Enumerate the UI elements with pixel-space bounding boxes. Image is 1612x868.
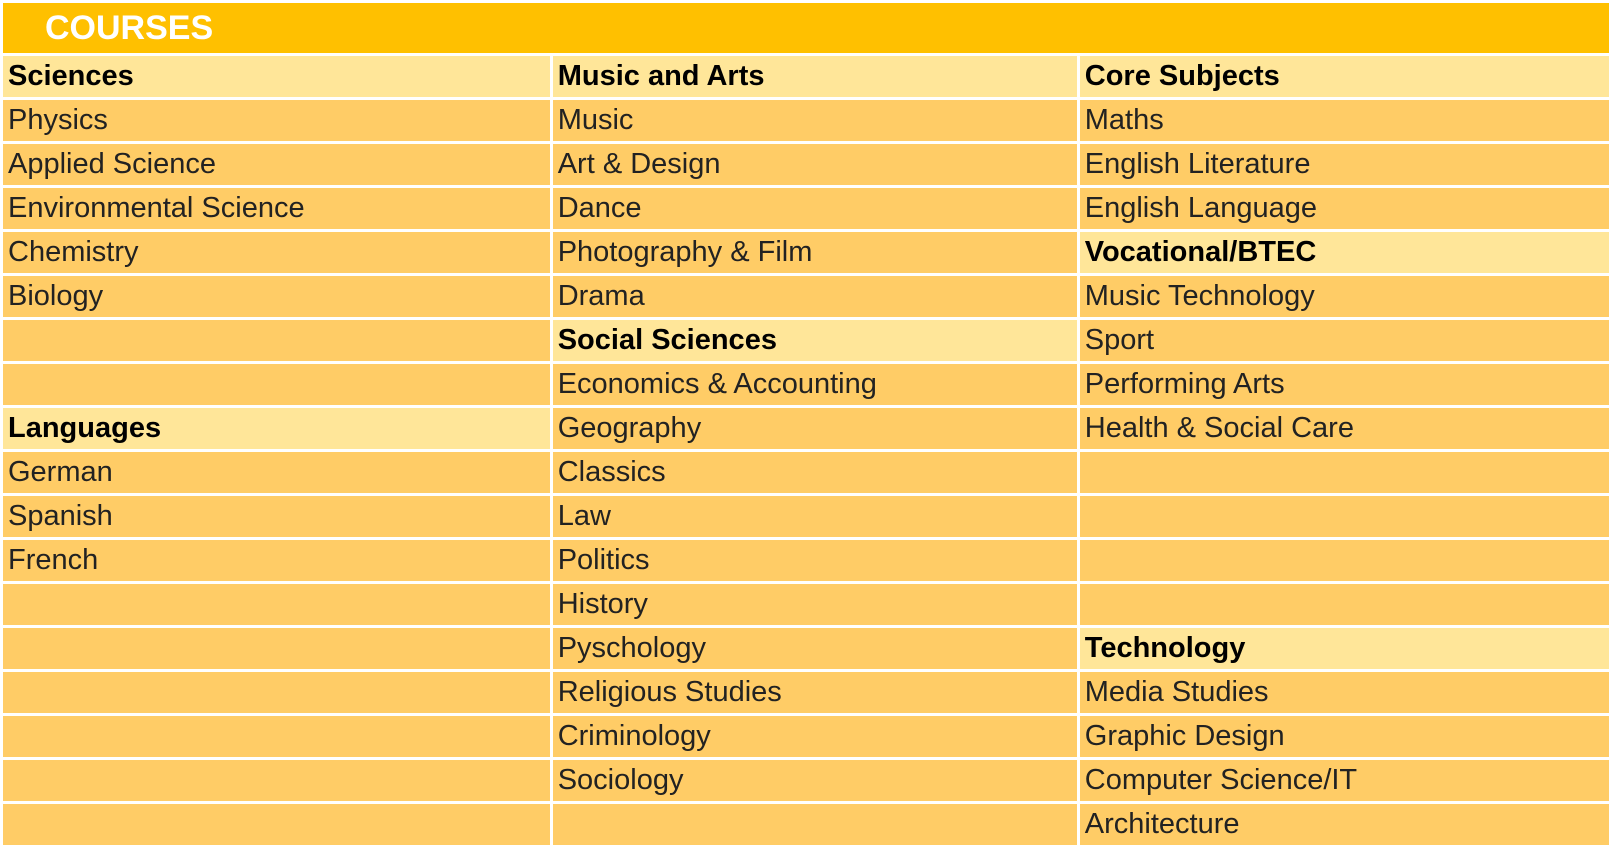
course-cell: Computer Science/IT — [1079, 760, 1609, 801]
course-cell: Sport — [1079, 320, 1609, 361]
course-cell: English Language — [1079, 188, 1609, 229]
table-row: Sociology Computer Science/IT — [3, 760, 1609, 801]
table-row: Sciences Music and Arts Core Subjects — [3, 56, 1609, 97]
course-cell: German — [3, 452, 550, 493]
course-cell: History — [552, 584, 1077, 625]
empty-cell — [1079, 540, 1609, 581]
table-row: Environmental Science Dance English Langua… — [3, 188, 1609, 229]
course-cell: Applied Science — [3, 144, 550, 185]
course-cell: Physics — [3, 100, 550, 141]
course-cell: Geography — [552, 408, 1077, 449]
course-cell: Religious Studies — [552, 672, 1077, 713]
course-cell: Dance — [552, 188, 1077, 229]
course-cell: Classics — [552, 452, 1077, 493]
table-row: Biology Drama Music Technology — [3, 276, 1609, 317]
table-row: Social Sciences Sport — [3, 320, 1609, 361]
table-row: Applied Science Art & Design English Liter… — [3, 144, 1609, 185]
empty-cell — [552, 804, 1077, 845]
course-cell: Biology — [3, 276, 550, 317]
table-row: Criminology Graphic Design — [3, 716, 1609, 757]
course-cell: Performing Arts — [1079, 364, 1609, 405]
course-cell: Pyschology — [552, 628, 1077, 669]
courses-table: Sciences Music and Arts Core Subjects Physi… — [0, 53, 1612, 848]
category-heading: Languages — [3, 408, 550, 449]
empty-cell — [3, 672, 550, 713]
course-cell: Economics & Accounting — [552, 364, 1077, 405]
courses-table-body: Sciences Music and Arts Core Subjects Physi… — [3, 56, 1609, 845]
table-row: Languages Geography Health & Social Care — [3, 408, 1609, 449]
course-cell: French — [3, 540, 550, 581]
category-heading: Vocational/BTEC — [1079, 232, 1609, 273]
empty-cell — [3, 320, 550, 361]
empty-cell — [3, 584, 550, 625]
empty-cell — [1079, 496, 1609, 537]
table-row: Chemistry Photography & Film Vocational/BT… — [3, 232, 1609, 273]
course-cell: Criminology — [552, 716, 1077, 757]
courses-title: COURSES — [3, 3, 1609, 53]
empty-cell — [3, 364, 550, 405]
empty-cell — [3, 760, 550, 801]
course-cell: Politics — [552, 540, 1077, 581]
empty-cell — [3, 628, 550, 669]
course-cell: Drama — [552, 276, 1077, 317]
table-row: Physics Music Maths — [3, 100, 1609, 141]
table-row: Pyschology Technology — [3, 628, 1609, 669]
category-heading: Sciences — [3, 56, 550, 97]
table-row: History — [3, 584, 1609, 625]
table-row: Spanish Law — [3, 496, 1609, 537]
course-cell: Sociology — [552, 760, 1077, 801]
category-heading: Social Sciences — [552, 320, 1077, 361]
category-heading: Core Subjects — [1079, 56, 1609, 97]
course-cell: Health & Social Care — [1079, 408, 1609, 449]
course-cell: English Literature — [1079, 144, 1609, 185]
course-cell: Media Studies — [1079, 672, 1609, 713]
table-row: Religious Studies Media Studies — [3, 672, 1609, 713]
course-cell: Art & Design — [552, 144, 1077, 185]
table-row: German Classics — [3, 452, 1609, 493]
category-heading: Music and Arts — [552, 56, 1077, 97]
courses-table-wrapper: COURSES Sciences Music and Arts Core Subje… — [3, 3, 1609, 848]
table-row: Economics & Accounting Performing Arts — [3, 364, 1609, 405]
empty-cell — [1079, 452, 1609, 493]
table-row: French Politics — [3, 540, 1609, 581]
course-cell: Music — [552, 100, 1077, 141]
course-cell: Law — [552, 496, 1077, 537]
course-cell: Spanish — [3, 496, 550, 537]
empty-cell — [3, 716, 550, 757]
empty-cell — [3, 804, 550, 845]
table-row: Architecture — [3, 804, 1609, 845]
course-cell: Environmental Science — [3, 188, 550, 229]
course-cell: Music Technology — [1079, 276, 1609, 317]
course-cell: Architecture — [1079, 804, 1609, 845]
course-cell: Maths — [1079, 100, 1609, 141]
course-cell: Photography & Film — [552, 232, 1077, 273]
course-cell: Chemistry — [3, 232, 550, 273]
empty-cell — [1079, 584, 1609, 625]
course-cell: Graphic Design — [1079, 716, 1609, 757]
category-heading: Technology — [1079, 628, 1609, 669]
